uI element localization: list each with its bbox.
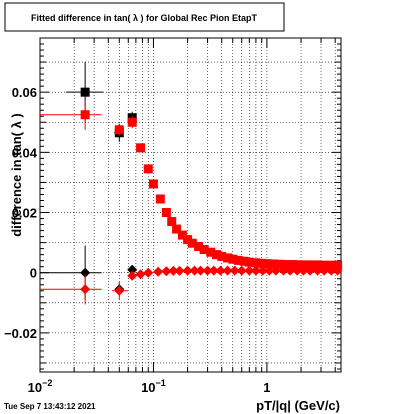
- data-point: [161, 266, 172, 277]
- series-3: [40, 265, 343, 305]
- data-point: [161, 208, 171, 218]
- data-point: [282, 260, 292, 270]
- data-point: [215, 265, 226, 276]
- y-tick-label: 0: [30, 266, 37, 281]
- data-point: [298, 265, 309, 276]
- data-point: [275, 259, 285, 269]
- data-point: [303, 260, 313, 270]
- data-point: [167, 217, 177, 227]
- data-point: [206, 247, 216, 257]
- data-point: [233, 255, 243, 265]
- data-point: [172, 224, 182, 234]
- data-point: [319, 265, 330, 276]
- data-point: [270, 265, 281, 276]
- data-point: [285, 265, 296, 276]
- data-point: [228, 254, 238, 264]
- data-point: [292, 265, 303, 276]
- data-point: [296, 260, 306, 270]
- data-point: [250, 265, 261, 276]
- data-point: [194, 242, 204, 252]
- data-point: [262, 259, 272, 269]
- data-point: [177, 230, 187, 240]
- data-point: [127, 270, 138, 281]
- data-point: [153, 266, 164, 277]
- data-point: [222, 265, 233, 276]
- data-point: [244, 257, 254, 267]
- data-point: [182, 265, 193, 276]
- data-point: [143, 164, 153, 174]
- data-point: [264, 265, 275, 276]
- y-tick-label: −0.02: [4, 326, 37, 341]
- title-box: [4, 2, 285, 32]
- series-1: [40, 99, 343, 270]
- data-point: [202, 265, 213, 276]
- data-point: [229, 265, 240, 276]
- data-point: [212, 250, 222, 260]
- data-point: [155, 194, 165, 204]
- chart-title: Fitted difference in tan( λ ) for Global…: [31, 13, 258, 23]
- data-point: [183, 235, 193, 245]
- data-point: [269, 259, 279, 269]
- data-point: [288, 260, 298, 270]
- y-tick-label: 0.04: [12, 145, 38, 160]
- x-tick-label: 1: [263, 380, 270, 395]
- data-point: [239, 256, 249, 266]
- data-point: [326, 265, 337, 276]
- y-tick-label: 0.02: [12, 206, 37, 221]
- data-point: [189, 265, 200, 276]
- data-point: [278, 265, 289, 276]
- data-point: [325, 260, 335, 270]
- y-axis-label: difference in tan( λ ): [9, 113, 24, 237]
- data-point: [305, 265, 316, 276]
- data-point: [195, 265, 206, 276]
- data-point: [174, 265, 185, 276]
- data-point: [312, 265, 323, 276]
- data-point: [136, 143, 146, 153]
- data-point: [244, 265, 255, 276]
- data-point: [318, 260, 328, 270]
- data-point: [135, 269, 146, 280]
- x-tick-label: 10−1: [141, 378, 166, 395]
- data-point: [80, 110, 90, 120]
- timestamp: Tue Sep 7 13:43:12 2021: [4, 402, 96, 411]
- data-point: [236, 265, 247, 276]
- data-point: [80, 284, 91, 295]
- data-point: [208, 265, 219, 276]
- data-point: [80, 267, 91, 278]
- data-point: [257, 265, 268, 276]
- axis-ticks: 10−2 10−1 1 −0.02 0 0.02 0.04 0.06: [4, 38, 341, 395]
- data-point: [143, 267, 154, 278]
- data-point: [199, 245, 209, 255]
- x-axis-label: pT/|q| (GeV/c): [256, 398, 340, 413]
- data-point: [168, 265, 179, 276]
- x-tick-label: 10−2: [28, 378, 53, 395]
- data-point: [127, 264, 138, 275]
- data-point: [311, 260, 321, 270]
- data-point: [114, 285, 125, 296]
- plot-border: [39, 37, 342, 373]
- data-point: [148, 179, 158, 189]
- data-point: [333, 260, 343, 270]
- plot-frame: [39, 37, 342, 373]
- data-point: [127, 117, 137, 127]
- data-point: [251, 258, 261, 268]
- data-point: [114, 125, 124, 135]
- data-marks: [40, 62, 343, 305]
- data-point: [217, 251, 227, 261]
- data-point: [80, 87, 90, 97]
- y-tick-label: 0.06: [12, 85, 37, 100]
- data-point: [257, 258, 267, 268]
- data-point: [223, 253, 233, 263]
- data-point: [332, 265, 343, 276]
- data-point: [187, 238, 197, 248]
